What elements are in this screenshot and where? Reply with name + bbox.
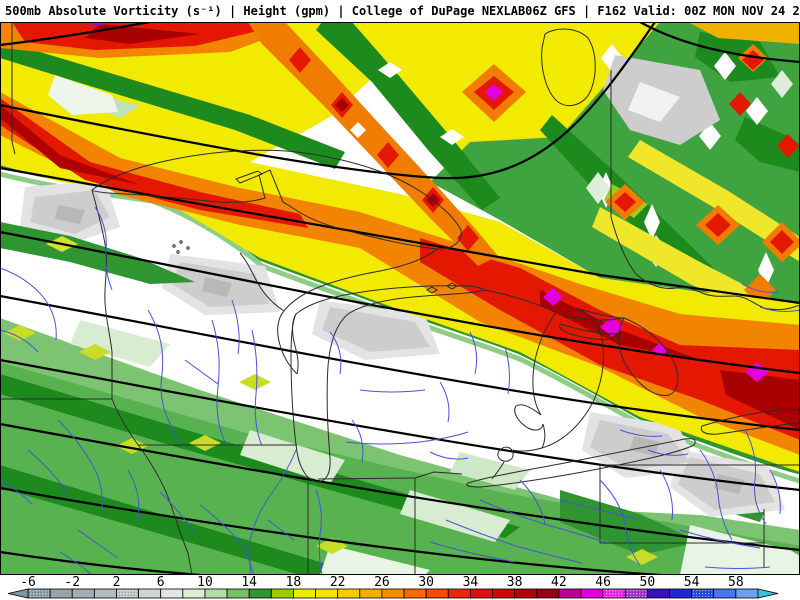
colorbar-segment	[514, 588, 538, 599]
colorbar-segment	[646, 588, 670, 599]
title-bar: 500mb Absolute Vorticity (s⁻¹) | Height …	[0, 0, 800, 22]
colorbar-segment	[469, 588, 493, 599]
colorbar-tick-labels: -6 -2 2 6 10 14 18 22 26 30 34 38 42 46 50 54 58	[20, 575, 743, 590]
colorbar-segment	[713, 588, 737, 599]
vorticity-map	[0, 20, 800, 577]
vorticity-field	[0, 22, 800, 575]
colorbar-segment-stipple	[691, 589, 714, 598]
manitoulin-island	[559, 323, 620, 340]
colorbar-tick: 26	[374, 575, 390, 590]
colorbar-segment	[248, 588, 272, 599]
colorbar-segment	[204, 588, 228, 599]
lakes-coastlines	[91, 28, 800, 488]
lake-st-clair	[497, 446, 514, 462]
colorbar-segment	[558, 588, 582, 599]
rivers	[0, 206, 800, 576]
colorbar-area: -6 -2 2 6 10 14 18 22 26 30 34 38 42 46 50 54 58	[0, 575, 800, 600]
colorbar-tick: -6	[20, 575, 36, 590]
colorbar-segment	[93, 588, 117, 599]
colorbar-segment	[226, 588, 250, 599]
colorbar-tick: 54	[684, 575, 700, 590]
colorbar-segment	[138, 588, 162, 599]
colorbar-segment	[580, 588, 604, 599]
colorbar-tick: 6	[157, 575, 165, 590]
colorbar-tick: -2	[64, 575, 80, 590]
colorbar-segment	[381, 588, 405, 599]
colorbar-segment	[425, 588, 449, 599]
colorbar-cells	[7, 588, 779, 599]
colorbar-arrow-right	[757, 588, 779, 599]
colorbar-tick: 50	[640, 575, 656, 590]
colorbar-tick: 38	[507, 575, 523, 590]
colorbar-segment-stipple	[603, 589, 626, 598]
georgian-bay	[618, 317, 679, 396]
colorbar-tick: 2	[113, 575, 121, 590]
colorbar-segment-stipple	[116, 589, 139, 598]
colorbar-segment	[669, 588, 692, 599]
colorbar-tick: 22	[330, 575, 346, 590]
colorbar-segment	[49, 588, 73, 599]
colorbar-segment	[160, 588, 184, 599]
colorbar-tick: 30	[418, 575, 434, 590]
colorbar-segment-stipple	[28, 589, 51, 598]
colorbar-tick: 58	[728, 575, 744, 590]
map-canvas	[0, 20, 800, 577]
colorbar-segment	[270, 588, 294, 599]
lake-ontario	[700, 409, 800, 435]
product-title: 500mb Absolute Vorticity (s⁻¹) | Height …	[5, 4, 526, 18]
colorbar-arrow-left	[7, 588, 29, 599]
state-borders	[0, 22, 800, 576]
lake-erie	[466, 438, 696, 488]
colorbar-segment	[403, 588, 427, 599]
colorbar-segment	[735, 588, 759, 599]
lake-huron	[483, 289, 557, 313]
colorbar-tick: 34	[463, 575, 479, 590]
colorbar-segment	[315, 588, 339, 599]
lake-nipigon	[541, 28, 596, 106]
lake-michigan	[290, 285, 485, 483]
colorbar-tick: 10	[197, 575, 213, 590]
colorbar-tick: 18	[286, 575, 302, 590]
colorbar-tick: 42	[551, 575, 567, 590]
colorbar-tick: 46	[595, 575, 611, 590]
isle-royale	[235, 170, 264, 184]
colorbar-tick: 14	[241, 575, 257, 590]
colorbar-segment	[447, 588, 471, 599]
colorbar-segment	[536, 588, 560, 599]
colorbar-segment	[182, 588, 206, 599]
colorbar: -6 -2 2 6 10 14 18 22 26 30 34 38 42 46 50 54 58	[7, 575, 779, 599]
model-run-title: 06Z GFS | F162 Valid: 00Z MON NOV 24 202…	[525, 4, 800, 18]
colorbar-segment	[71, 588, 95, 599]
colorbar-segment	[337, 588, 361, 599]
colorbar-segment-stipple	[625, 589, 648, 598]
colorbar-segment	[293, 588, 316, 599]
colorbar-segment	[492, 588, 516, 599]
colorbar-segment	[359, 588, 383, 599]
